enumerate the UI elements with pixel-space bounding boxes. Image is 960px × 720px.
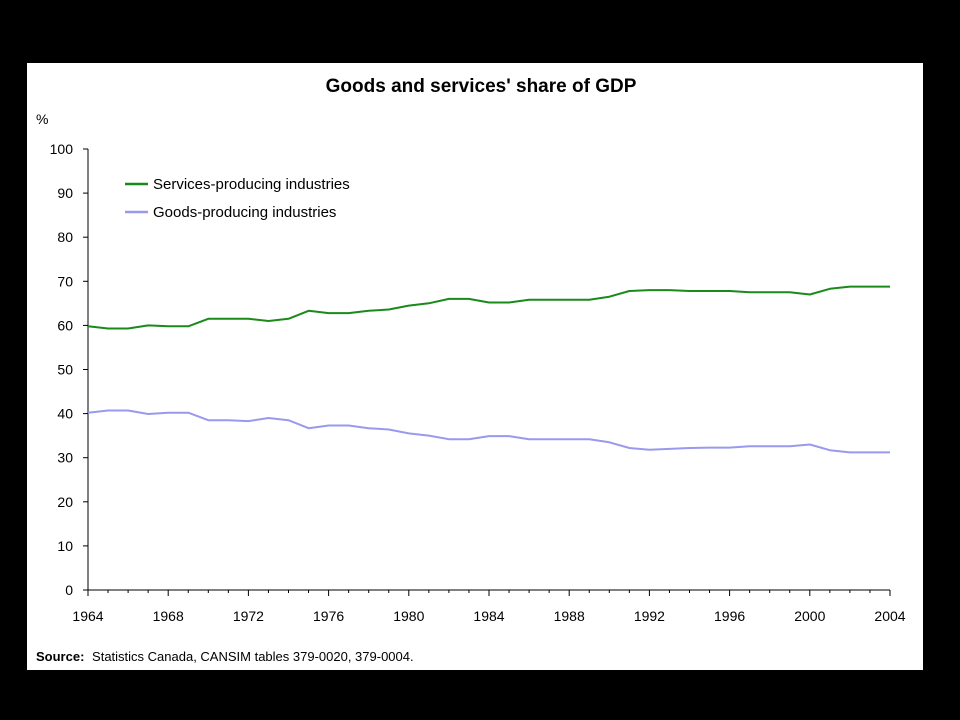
x-tick-label: 1996 [714,608,745,624]
y-tick-label: 10 [57,538,73,554]
x-ticks: 1964 1968 1972 1976 1980 1984 1988 1992 1996 2000… [72,590,906,624]
x-tick-label: 1976 [313,608,344,624]
y-ticks: 0 10 20 30 40 50 60 70 80 90 100 [50,141,88,598]
x-tick-label: 2004 [874,608,905,624]
y-tick-label: 80 [57,229,73,245]
y-tick-label: 60 [57,317,73,333]
y-tick-label: 40 [57,406,73,422]
x-tick-label: 1980 [393,608,424,624]
legend: Services-producing industries Goods-prod… [125,176,350,221]
y-tick-label: 20 [57,494,73,510]
series-line-services [87,285,890,330]
legend-label-services: Services-producing industries [153,176,350,193]
y-tick-label: 30 [57,450,73,466]
y-axis-unit: % [36,111,48,127]
series-line-goods [87,409,890,454]
chart-title: Goods and services' share of GDP [326,76,637,97]
y-tick-label: 50 [57,362,73,378]
source-text: Statistics Canada, CANSIM tables 379-002… [92,649,414,664]
y-tick-label: 0 [65,582,73,598]
source-note: Source: Statistics Canada, CANSIM tables… [36,649,414,664]
legend-label-goods: Goods-producing industries [153,204,336,221]
series-lines [87,285,890,454]
x-tick-label: 1984 [473,608,504,624]
x-tick-label: 1992 [634,608,665,624]
source-label: Source: [36,649,84,664]
x-tick-label: 1972 [233,608,264,624]
x-tick-label: 2000 [794,608,825,624]
x-tick-label: 1968 [153,608,184,624]
y-tick-label: 100 [50,141,74,157]
x-tick-label: 1964 [72,608,103,624]
y-tick-label: 70 [57,273,73,289]
x-tick-label: 1988 [554,608,585,624]
chart-panel [27,63,923,670]
y-tick-label: 90 [57,185,73,201]
